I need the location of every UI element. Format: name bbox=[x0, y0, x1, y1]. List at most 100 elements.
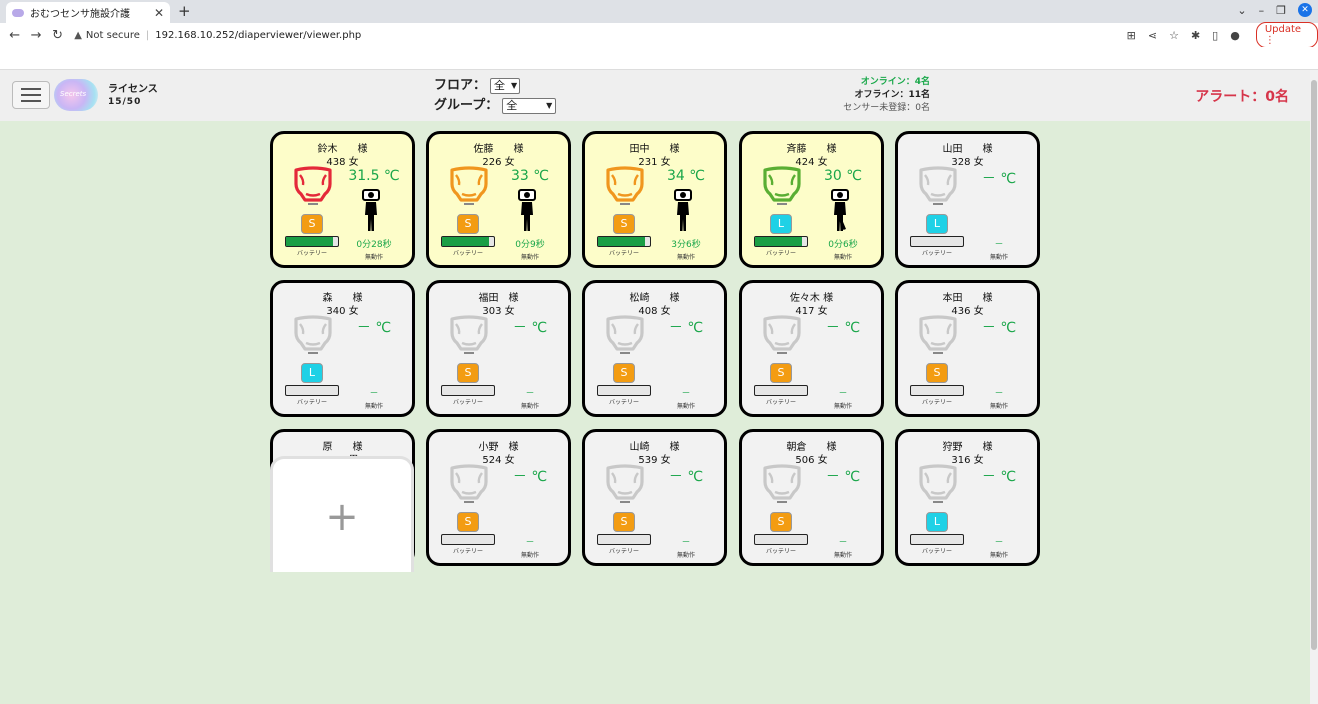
battery-bar bbox=[597, 236, 651, 247]
resident-card[interactable]: 本田 様 436 女 － ℃ S バッテリー － 無動作 bbox=[895, 280, 1040, 417]
alert-count: アラート：0名 bbox=[1195, 89, 1289, 105]
resident-name: 小野 様 bbox=[478, 442, 519, 453]
extensions-icon[interactable]: ✱ bbox=[1190, 28, 1201, 42]
resident-name: 鈴木 様 bbox=[317, 144, 368, 155]
hamburger-menu-button[interactable] bbox=[12, 81, 50, 109]
page-scrollbar[interactable] bbox=[1310, 70, 1318, 704]
elapsed-time: 0分28秒 bbox=[356, 240, 392, 250]
diaper-size-badge: S bbox=[770, 512, 792, 532]
battery-bar bbox=[597, 385, 651, 396]
connection-status: オンライン：4名 オフライン：11名 センサー未登録：0名 bbox=[830, 76, 930, 115]
side-panel-icon[interactable]: ▯ bbox=[1212, 28, 1219, 42]
temperature: － ℃ bbox=[512, 469, 548, 485]
battery-bar bbox=[285, 236, 339, 247]
online-count: オンライン：4名 bbox=[860, 77, 930, 87]
resident-card[interactable]: 佐藤 様 226 女 33 ℃ S バッテリー 0分9秒 無動作 bbox=[426, 131, 571, 268]
restore-icon[interactable]: ❐ bbox=[1276, 3, 1286, 17]
reload-icon[interactable]: ↻ bbox=[52, 27, 63, 43]
translate-icon[interactable]: ⊞ bbox=[1126, 28, 1136, 42]
room-gender: 417 女 bbox=[795, 306, 828, 317]
browser-tab[interactable]: おむつセンサ施設介護 ✕ bbox=[6, 2, 170, 23]
window-controls: ⌄ – ❐ ✕ bbox=[1237, 3, 1312, 17]
diaper-icon bbox=[447, 164, 491, 208]
diaper-icon bbox=[291, 164, 335, 208]
room-gender: 340 女 bbox=[326, 306, 359, 317]
address-separator: | bbox=[145, 29, 150, 41]
menu-line bbox=[21, 88, 41, 90]
not-secure-label[interactable]: Not secure bbox=[85, 29, 140, 41]
diaper-icon bbox=[916, 164, 960, 208]
resident-name: 狩野 様 bbox=[942, 442, 993, 453]
resident-name: 佐々木 様 bbox=[789, 293, 834, 304]
diaper-icon bbox=[447, 313, 491, 357]
resident-card[interactable]: 山崎 様 539 女 － ℃ S バッテリー － 無動作 bbox=[582, 429, 727, 566]
battery-bar bbox=[910, 534, 964, 545]
resident-card[interactable]: 田中 様 231 女 34 ℃ S バッテリー 3分6秒 無動作 bbox=[582, 131, 727, 268]
resident-card[interactable]: 狩野 様 316 女 － ℃ L バッテリー － 無動作 bbox=[895, 429, 1040, 566]
diaper-size-badge: L bbox=[926, 214, 948, 234]
toolbar-icons: ⊞ ⋖ ☆ ✱ ▯ ● Update ⋮ bbox=[1127, 22, 1318, 48]
diaper-icon bbox=[603, 164, 647, 208]
battery-label: バッテリー bbox=[921, 250, 952, 257]
new-tab-button[interactable]: + bbox=[178, 2, 191, 20]
diaper-size-badge: S bbox=[613, 363, 635, 383]
floor-select[interactable]: 全 ▼ bbox=[490, 78, 521, 94]
no-motion-label: 無動作 bbox=[364, 254, 383, 261]
license-info: ライセンス 15/50 bbox=[108, 83, 158, 109]
room-gender: 226 女 bbox=[482, 157, 515, 168]
no-motion-label: 無動作 bbox=[989, 254, 1008, 261]
posture-icon bbox=[672, 189, 694, 233]
favicon-icon bbox=[12, 8, 24, 17]
battery-bar bbox=[441, 534, 495, 545]
no-motion-label: 無動作 bbox=[676, 403, 695, 410]
chevron-down-icon: ▼ bbox=[511, 81, 518, 90]
scrollbar-thumb[interactable] bbox=[1311, 80, 1317, 650]
resident-card[interactable]: 小野 様 524 女 － ℃ S バッテリー － 無動作 bbox=[426, 429, 571, 566]
diaper-icon bbox=[916, 313, 960, 357]
battery-bar bbox=[597, 534, 651, 545]
posture-icon bbox=[829, 189, 851, 233]
battery-label: バッテリー bbox=[452, 399, 483, 406]
resident-name: 斉藤 様 bbox=[786, 144, 837, 155]
resident-card[interactable]: 朝倉 様 506 女 － ℃ S バッテリー － 無動作 bbox=[739, 429, 884, 566]
update-button[interactable]: Update ⋮ bbox=[1255, 22, 1318, 48]
elapsed-time: － bbox=[525, 389, 535, 399]
posture-icon bbox=[360, 189, 382, 233]
menu-line bbox=[21, 100, 41, 102]
resident-card[interactable]: 松崎 様 408 女 － ℃ S バッテリー － 無動作 bbox=[582, 280, 727, 417]
resident-name: 松崎 様 bbox=[629, 293, 680, 304]
resident-card[interactable]: 福田 様 303 女 － ℃ S バッテリー － 無動作 bbox=[426, 280, 571, 417]
forward-icon[interactable]: → bbox=[30, 27, 42, 43]
profile-icon[interactable]: ● bbox=[1230, 28, 1240, 42]
diaper-icon bbox=[760, 164, 804, 208]
battery-label: バッテリー bbox=[296, 399, 327, 406]
resident-card[interactable]: 斉藤 様 424 女 30 ℃ L バッテリー 0分6秒 無動作 bbox=[739, 131, 884, 268]
resident-card[interactable]: 佐々木 様 417 女 － ℃ S バッテリー － 無動作 bbox=[739, 280, 884, 417]
tab-search-icon[interactable]: ⌄ bbox=[1237, 3, 1247, 17]
resident-card[interactable]: 鈴木 様 438 女 31.5 ℃ S バッテリー 0分28秒 無動作 bbox=[270, 131, 415, 268]
close-window-icon[interactable]: ✕ bbox=[1298, 3, 1312, 17]
room-gender: 506 女 bbox=[795, 455, 828, 466]
resident-name: 山崎 様 bbox=[629, 442, 680, 453]
address-bar[interactable]: ▲ Not secure | 192.168.10.252/diaperview… bbox=[74, 25, 1076, 45]
back-icon[interactable]: ← bbox=[9, 27, 21, 43]
group-select[interactable]: 全 ▼ bbox=[502, 98, 557, 114]
add-resident-button[interactable]: + bbox=[270, 456, 414, 572]
battery-label: バッテリー bbox=[765, 399, 796, 406]
tab-close-icon[interactable]: ✕ bbox=[153, 5, 164, 20]
bookmark-star-icon[interactable]: ☆ bbox=[1169, 28, 1179, 42]
temperature: 30 ℃ bbox=[824, 168, 862, 184]
resident-card[interactable]: 山田 様 328 女 － ℃ L バッテリー － 無動作 bbox=[895, 131, 1040, 268]
resident-card[interactable]: 森 様 340 女 － ℃ L バッテリー － 無動作 bbox=[270, 280, 415, 417]
elapsed-time: － bbox=[838, 538, 848, 548]
temperature: － ℃ bbox=[825, 469, 861, 485]
diaper-size-badge: L bbox=[770, 214, 792, 234]
minimize-icon[interactable]: – bbox=[1258, 3, 1265, 17]
update-label: Update bbox=[1264, 24, 1302, 35]
no-motion-label: 無動作 bbox=[833, 552, 852, 559]
warning-icon[interactable]: ▲ bbox=[74, 29, 82, 41]
diaper-size-badge: L bbox=[301, 363, 323, 383]
url-text[interactable]: 192.168.10.252/diaperviewer/viewer.php bbox=[155, 29, 362, 41]
diaper-icon bbox=[603, 313, 647, 357]
share-icon[interactable]: ⋖ bbox=[1147, 28, 1158, 42]
